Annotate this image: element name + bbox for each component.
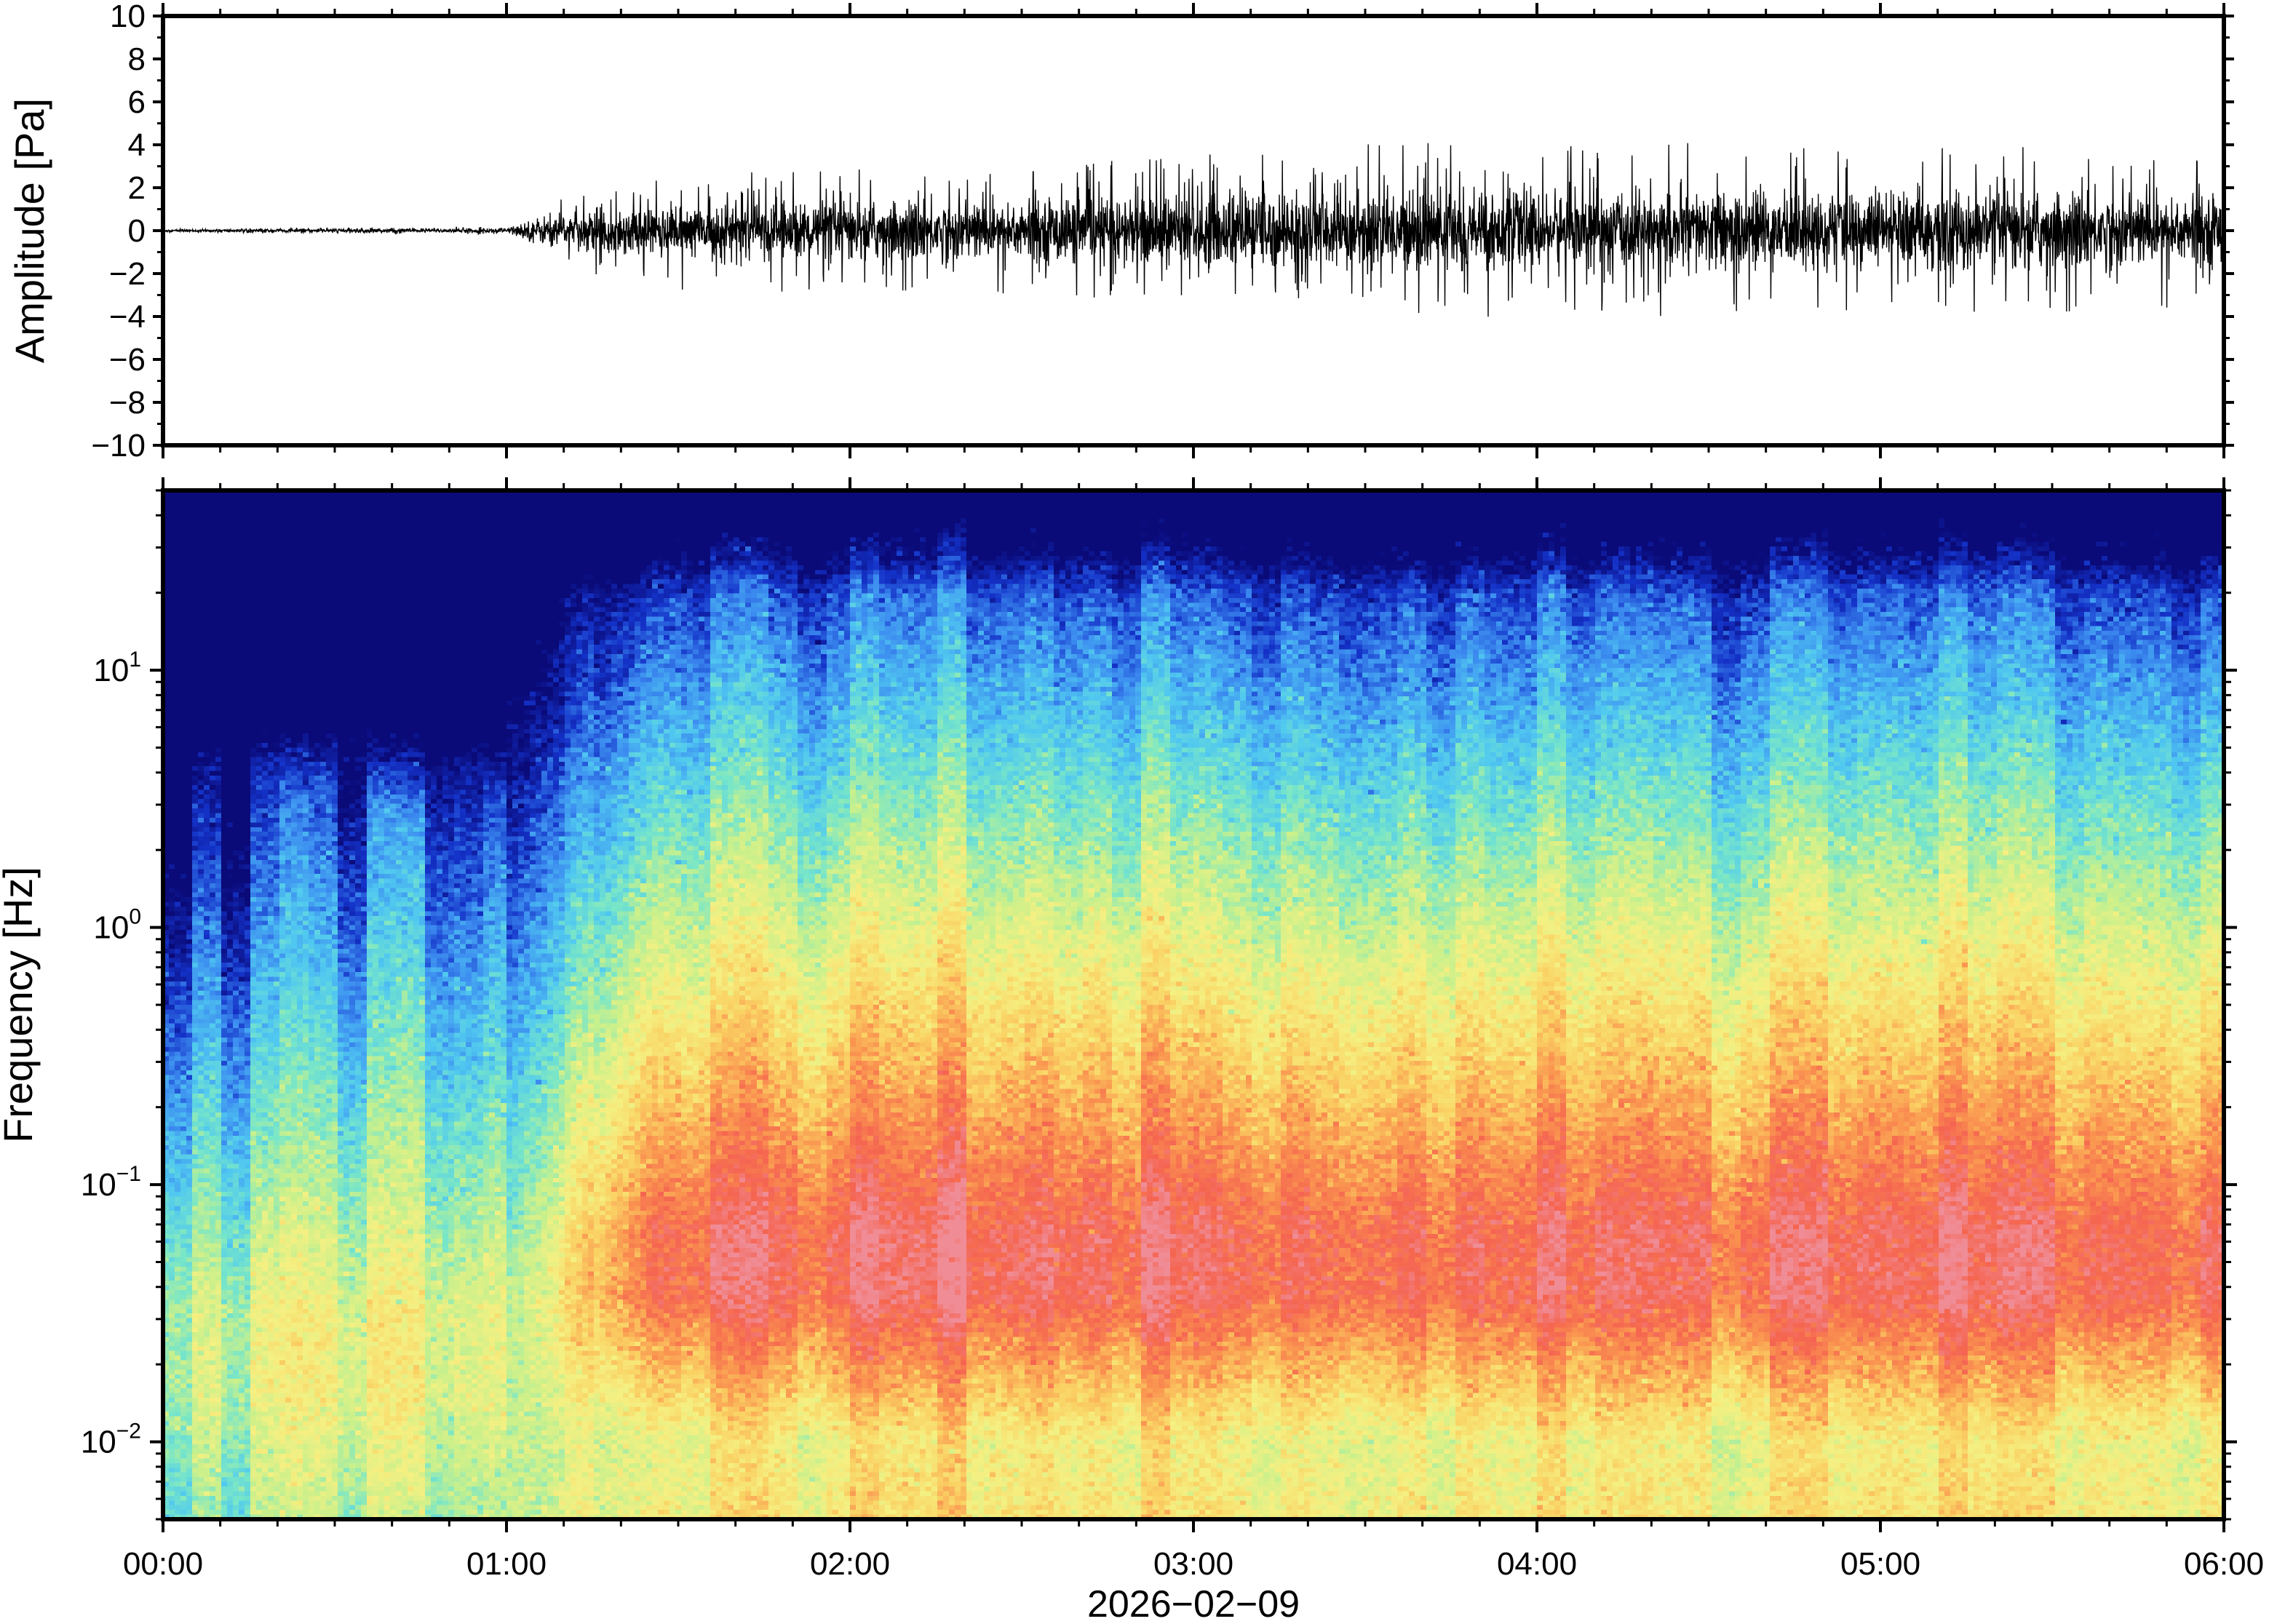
spectrogram-y-tick-label: 10−1 [81, 1162, 141, 1203]
waveform-y-tick-label: 10 [110, 0, 146, 34]
tick-base: 10 [93, 653, 129, 688]
x-tick-label: 05:00 [1840, 1546, 1920, 1582]
x-tick-label: 03:00 [1153, 1546, 1233, 1582]
spectrogram-heatmap-container [163, 490, 2224, 1519]
x-tick-label: 06:00 [2184, 1546, 2264, 1582]
waveform-y-tick-label: 2 [128, 170, 146, 206]
amplitude-axis-title: Amplitude [Pa] [7, 98, 52, 363]
waveform-panel: 10 8 6 4 2 0 −2 −4 −6 −8 −10 Amplitude [Pa] [7, 0, 2234, 463]
spectrogram-heatmap [163, 490, 2224, 1519]
waveform-trace [162, 143, 2225, 317]
tick-exponent: −1 [116, 1162, 141, 1186]
x-tick-label: 00:00 [123, 1546, 203, 1582]
tick-exponent: −2 [116, 1420, 141, 1444]
waveform-y-tick-label: −10 [91, 428, 146, 463]
spectrogram-y-tick-label: 101 [93, 648, 141, 688]
x-tick-labels: 00:00 01:00 02:00 03:00 04:00 05:00 06:00 [123, 1546, 2264, 1582]
date-label: 2026−02−09 [1087, 1583, 1300, 1624]
waveform-y-tick-label: 8 [128, 41, 146, 77]
x-tick-label: 01:00 [466, 1546, 547, 1582]
tick-base: 10 [93, 910, 129, 946]
waveform-y-tick-label: −6 [109, 342, 146, 378]
waveform-y-tick-label: 4 [128, 127, 146, 163]
x-tick-label: 02:00 [810, 1546, 890, 1582]
waveform-y-tick-label: 6 [128, 84, 146, 120]
frequency-axis-title: Frequency [Hz] [0, 867, 41, 1143]
waveform-y-tick-label: 0 [128, 213, 146, 249]
tick-exponent: 0 [129, 905, 141, 929]
x-tick-label: 04:00 [1497, 1546, 1577, 1582]
spectrogram-y-tick-label: 10−2 [81, 1420, 141, 1460]
spectrogram-y-tick-label: 100 [93, 905, 141, 946]
tick-base: 10 [81, 1167, 116, 1203]
waveform-y-tick-label: −2 [109, 256, 146, 292]
waveform-y-tick-label: −8 [109, 385, 146, 421]
tick-exponent: 1 [129, 648, 141, 672]
waveform-y-ticks: 10 8 6 4 2 0 −2 −4 −6 −8 −10 [91, 0, 2234, 463]
waveform-y-tick-label: −4 [109, 299, 146, 335]
waveform-x-ticks [162, 3, 2225, 458]
tick-base: 10 [81, 1425, 116, 1460]
spectrogram-x-ticks [162, 477, 2225, 1532]
